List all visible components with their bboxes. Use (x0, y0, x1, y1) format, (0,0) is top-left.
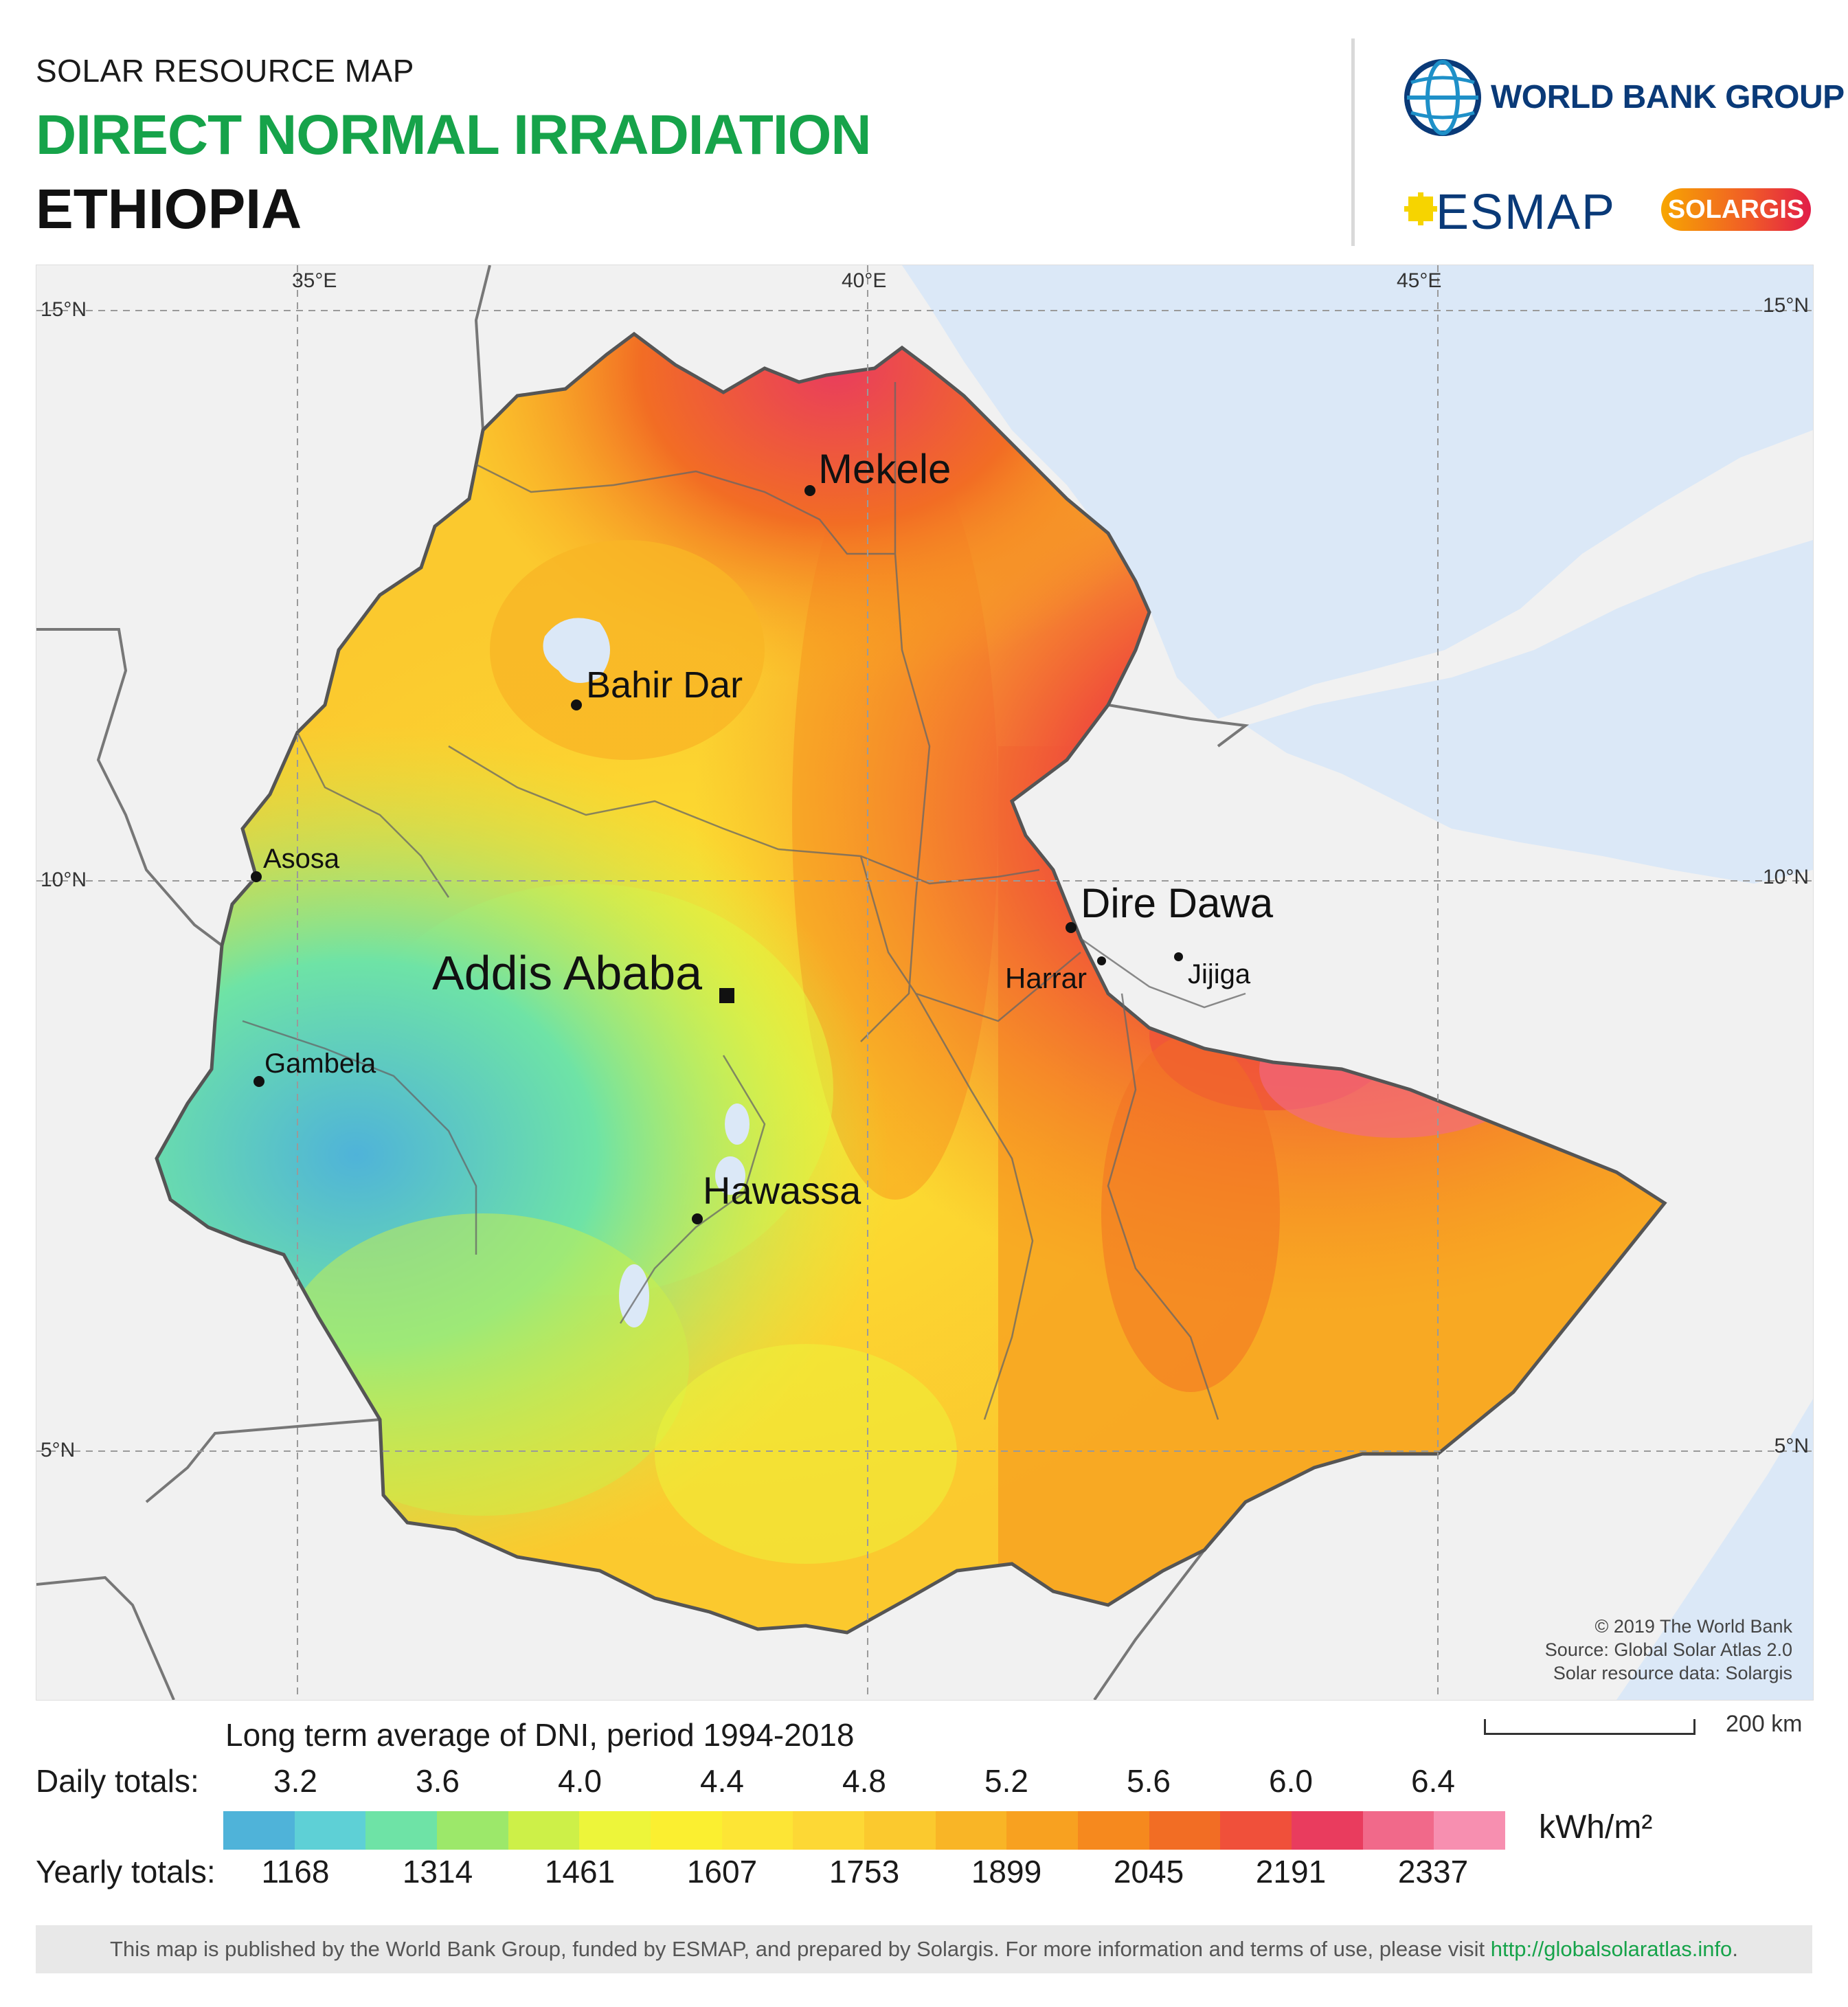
lake-tana (543, 618, 610, 683)
colorbar-swatch (721, 1811, 793, 1850)
colorbar-swatch (1434, 1811, 1506, 1850)
asosa-dot (251, 871, 262, 882)
footer-note: This map is published by the World Bank … (36, 1925, 1812, 1973)
colorbar-swatch (651, 1811, 722, 1850)
city-label-asosa: Asosa (263, 844, 340, 874)
solargis-logo: SOLARGIS (1661, 188, 1811, 231)
daily-totals-label: Daily totals: (36, 1763, 199, 1799)
daily-value: 4.0 (558, 1763, 602, 1799)
colorbar-swatch (223, 1811, 295, 1850)
colorbar-swatch (1006, 1811, 1079, 1850)
mekele-dot (804, 485, 815, 496)
daily-value: 3.2 (273, 1763, 317, 1799)
daily-value: 5.2 (984, 1763, 1028, 1799)
yearly-value: 2337 (1397, 1854, 1469, 1890)
yearly-value: 1607 (686, 1854, 758, 1890)
colorbar-swatch (1292, 1811, 1363, 1850)
colorbar-swatch (1078, 1811, 1149, 1850)
city-label-mekele: Mekele (818, 446, 951, 492)
yearly-value: 1899 (971, 1854, 1042, 1890)
footer-end: . (1732, 1937, 1738, 1961)
rift-lake (725, 1103, 750, 1145)
solar-map: 35°E 40°E 45°E 15°N 15°N 10°N 10°N 5°N 5… (36, 265, 1814, 1701)
rift-lake (715, 1156, 745, 1195)
colorbar-swatch (437, 1811, 508, 1850)
footer-link[interactable]: http://globalsolaratlas.info (1490, 1937, 1733, 1961)
bahir-dar-dot (571, 699, 582, 710)
yearly-value: 1461 (544, 1854, 616, 1890)
colorbar-swatch (1362, 1811, 1434, 1850)
daily-value: 6.0 (1269, 1763, 1313, 1799)
capital-square-icon (719, 988, 734, 1003)
colorbar-swatch (793, 1811, 865, 1850)
city-label-bahir-dar: Bahir Dar (586, 664, 743, 706)
harrar-dot (1097, 956, 1106, 965)
city-label-addis-ababa: Addis Ababa (432, 946, 703, 1000)
esmap-logo-text: ESMAP (1436, 185, 1616, 240)
jijiga-dot (1174, 952, 1183, 961)
lon-label-45: 45°E (1397, 269, 1442, 292)
hawassa-dot (692, 1213, 703, 1224)
yearly-value: 2045 (1113, 1854, 1184, 1890)
scale-label: 200 km (1726, 1711, 1803, 1737)
lat-label-5-left: 5°N (41, 1439, 76, 1461)
colorbar-swatch (935, 1811, 1007, 1850)
dire-dawa-dot (1066, 922, 1077, 933)
colorbar-swatch (864, 1811, 936, 1850)
graticule (36, 265, 1813, 1700)
indian-ocean (1616, 1399, 1813, 1700)
map-subtitle: SOLAR RESOURCE MAP (36, 53, 414, 89)
daily-value: 5.6 (1127, 1763, 1171, 1799)
legend-colorbar (223, 1811, 1506, 1850)
daily-value: 4.8 (842, 1763, 886, 1799)
city-label-jijiga: Jijiga (1188, 959, 1251, 989)
legend-caption: Long term average of DNI, period 1994-20… (225, 1717, 855, 1753)
daily-value: 3.6 (416, 1763, 460, 1799)
gambela-dot (253, 1076, 264, 1087)
scale-bar (1484, 1719, 1695, 1735)
lat-label-10-right: 10°N (1762, 866, 1809, 888)
red-sea (902, 265, 1813, 719)
gulf-of-aden (1246, 540, 1813, 884)
daily-value: 6.4 (1411, 1763, 1455, 1799)
credit-line: Solar resource data: Solargis (1553, 1663, 1792, 1683)
lat-label-10-left: 10°N (41, 868, 87, 891)
credit-line: © 2019 The World Bank (1595, 1616, 1792, 1637)
colorbar-swatch (294, 1811, 366, 1850)
legend-units: kWh/m² (1539, 1809, 1653, 1846)
yearly-value: 2191 (1255, 1854, 1327, 1890)
yearly-value: 1168 (261, 1854, 330, 1890)
map-title: DIRECT NORMAL IRRADIATION (36, 104, 872, 166)
yearly-value: 1314 (402, 1854, 473, 1890)
lat-label-5-right: 5°N (1774, 1435, 1809, 1457)
lon-label-35: 35°E (292, 269, 337, 292)
footer-text: This map is published by the World Bank … (110, 1937, 1491, 1961)
map-canvas (36, 265, 1813, 1700)
world-bank-logo-text: WORLD BANK GROUP (1491, 79, 1845, 115)
colorbar-swatch (508, 1811, 580, 1850)
map-credits: © 2019 The World Bank Source: Global Sol… (1545, 1615, 1792, 1685)
lat-label-15-right: 15°N (1762, 294, 1809, 317)
credit-line: Source: Global Solar Atlas 2.0 (1544, 1639, 1792, 1660)
city-label-hawassa: Hawassa (703, 1169, 861, 1212)
esmap-sun-icon (1404, 192, 1437, 225)
daily-value: 4.4 (700, 1763, 744, 1799)
lon-label-40: 40°E (842, 269, 887, 292)
yearly-totals-label: Yearly totals: (36, 1854, 216, 1890)
lat-label-15-left: 15°N (41, 298, 87, 321)
city-label-gambela: Gambela (264, 1049, 376, 1079)
colorbar-swatch (579, 1811, 651, 1850)
city-label-harrar: Harrar (1005, 962, 1088, 994)
colorbar-swatch (1220, 1811, 1292, 1850)
header-divider (1351, 38, 1355, 246)
city-label-dire-dawa: Dire Dawa (1081, 880, 1274, 926)
rift-lake (619, 1264, 649, 1327)
world-bank-globe-icon (1404, 59, 1481, 136)
yearly-value: 1753 (829, 1854, 900, 1890)
colorbar-swatch (1149, 1811, 1221, 1850)
country-name: ETHIOPIA (36, 178, 302, 240)
colorbar-swatch (365, 1811, 438, 1850)
